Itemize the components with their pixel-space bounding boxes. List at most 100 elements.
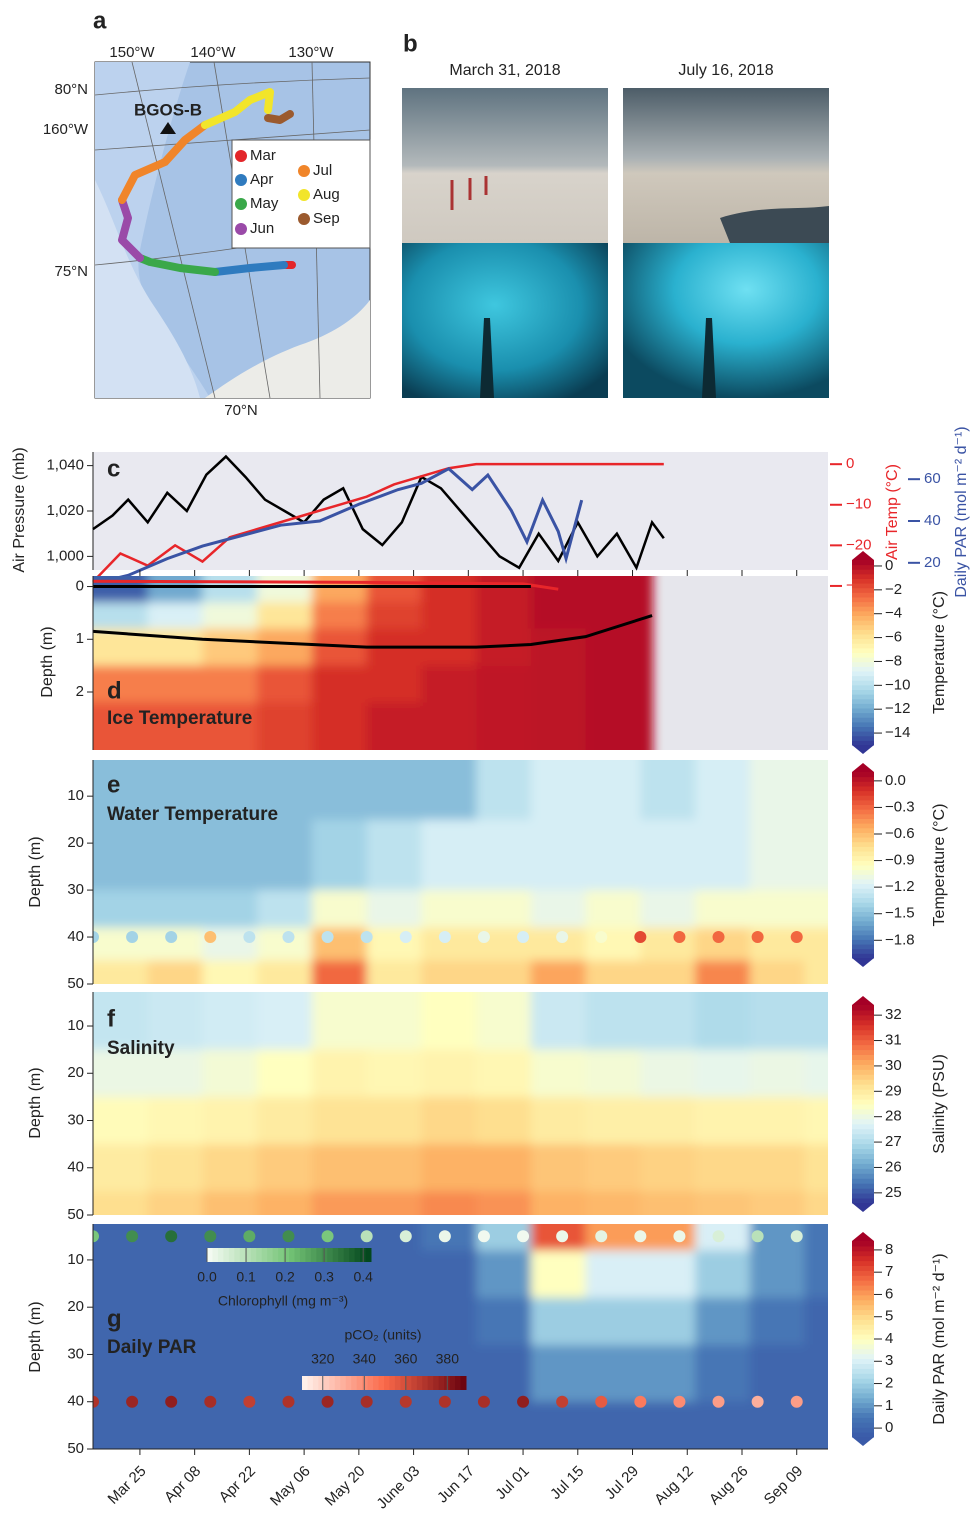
- colorbar-step: [852, 809, 874, 815]
- heatmap-cell: [93, 1224, 149, 1252]
- colorbar-step: [852, 1183, 874, 1189]
- sensor-point: [556, 1395, 569, 1408]
- colorbar-tick-label: 0.2: [275, 1269, 295, 1285]
- sensor-point: [477, 1230, 490, 1243]
- heatmap-cell: [366, 890, 423, 929]
- colorbar-step: [207, 1248, 213, 1262]
- heatmap-cell: [585, 890, 642, 929]
- colorbar-step: [852, 573, 874, 579]
- heatmap-cell: [695, 1250, 751, 1299]
- colorbar-step: [852, 1250, 874, 1257]
- sensor-point: [165, 1230, 178, 1243]
- colorbar-step: [852, 634, 874, 640]
- lon-label: 140°W: [190, 44, 236, 61]
- heatmap-cell: [257, 890, 313, 929]
- colorbar-step: [852, 1334, 874, 1340]
- heatmap-cell: [476, 1191, 532, 1215]
- colorbar-step: [384, 1376, 390, 1390]
- heatmap-cell: [311, 1144, 368, 1193]
- sensor-point: [399, 931, 412, 944]
- heatmap-cell: [585, 702, 654, 750]
- heatmap-cell: [202, 1096, 259, 1146]
- sensor-point: [438, 1230, 451, 1243]
- y-tick-label: 30: [67, 1345, 84, 1362]
- heatmap-cell: [257, 1096, 313, 1146]
- heatmap-cell: [804, 819, 828, 892]
- lon-label: 130°W: [288, 44, 334, 61]
- series-line: [92, 462, 664, 583]
- heatmap-cell: [202, 1401, 259, 1449]
- heatmap-cell: [585, 1345, 642, 1403]
- y-tick-label: 10: [67, 1251, 84, 1268]
- sensor-point: [165, 931, 178, 944]
- colorbar-step: [852, 569, 874, 575]
- sensor-point: [321, 931, 334, 944]
- colorbar-step: [427, 1376, 434, 1390]
- heatmap-cell: [93, 665, 149, 704]
- station-label: BGOS-B: [134, 100, 202, 119]
- heatmap-cell: [421, 602, 478, 630]
- heatmap-cell: [695, 1049, 751, 1098]
- legend-label: Jul: [313, 162, 332, 179]
- colorbar-tick-label: −10: [885, 676, 910, 693]
- colorbar-step: [449, 1376, 456, 1390]
- photo-surface: [402, 88, 608, 243]
- heatmap-cell: [147, 1297, 204, 1347]
- heatmap-cell: [257, 1297, 313, 1347]
- colorbar-step: [852, 911, 874, 917]
- heatmap-cell: [93, 702, 149, 750]
- heatmap-cell: [366, 992, 423, 1051]
- heatmap-cell: [640, 1144, 697, 1193]
- panel-letter: g: [107, 1305, 122, 1332]
- heatmap-cell: [421, 576, 478, 604]
- heatmap-cell: [530, 1250, 587, 1299]
- lat-label: 80°N: [54, 81, 88, 98]
- heatmap-cell: [640, 992, 697, 1051]
- colorbar-step: [852, 832, 874, 838]
- heatmap-cell: [695, 1191, 751, 1215]
- legend-swatch: [235, 223, 247, 235]
- y-tick-label: 2: [76, 683, 84, 700]
- colorbar-step: [852, 874, 874, 880]
- heatmap-cell: [202, 890, 259, 929]
- colorbar-tick-label: −0.3: [885, 798, 915, 815]
- colorbar-step: [852, 578, 874, 584]
- colorbar-step: [256, 1248, 263, 1262]
- colorbar-step: [234, 1248, 241, 1262]
- heatmap-cell: [202, 1144, 259, 1193]
- panel-letter: a: [93, 7, 107, 34]
- heatmap-cell: [93, 602, 149, 630]
- heatmap-cell: [585, 1144, 642, 1193]
- sensor-point: [595, 1230, 608, 1243]
- heatmap-cell: [476, 890, 532, 929]
- colorbar-step: [852, 1069, 874, 1075]
- colorbar-step: [852, 916, 874, 922]
- heatmap-cell: [147, 1049, 204, 1098]
- colorbar-step: [455, 1376, 462, 1390]
- colorbar-step: [373, 1376, 380, 1390]
- sensor-point: [438, 931, 451, 944]
- drift-track: [118, 88, 296, 276]
- heatmap-cell: [585, 960, 642, 984]
- heatmap-cell: [257, 1144, 313, 1193]
- panel-title: Water Temperature: [107, 804, 278, 825]
- colorbar-end: [852, 1437, 874, 1446]
- colorbar-step: [365, 1248, 372, 1262]
- colorbar-tick-label: −1.2: [885, 878, 915, 895]
- legend-label: May: [250, 195, 279, 212]
- x-tick-label: Jul 29: [602, 1463, 642, 1503]
- sensor-point: [282, 931, 295, 944]
- colorbar-step: [329, 1376, 336, 1390]
- sensor-point: [243, 1395, 256, 1408]
- colorbar-step: [852, 1059, 874, 1065]
- colorbar-step: [261, 1248, 268, 1262]
- colorbar-step: [852, 620, 874, 626]
- colorbar-step: [852, 818, 874, 824]
- heatmap-cell: [749, 1297, 806, 1347]
- colorbar-tick-label: 0.0: [885, 772, 906, 789]
- panel-letter: c: [107, 455, 120, 482]
- colorbar-step: [852, 795, 874, 801]
- colorbar-step: [852, 1014, 874, 1021]
- colorbar-step: [852, 1245, 874, 1252]
